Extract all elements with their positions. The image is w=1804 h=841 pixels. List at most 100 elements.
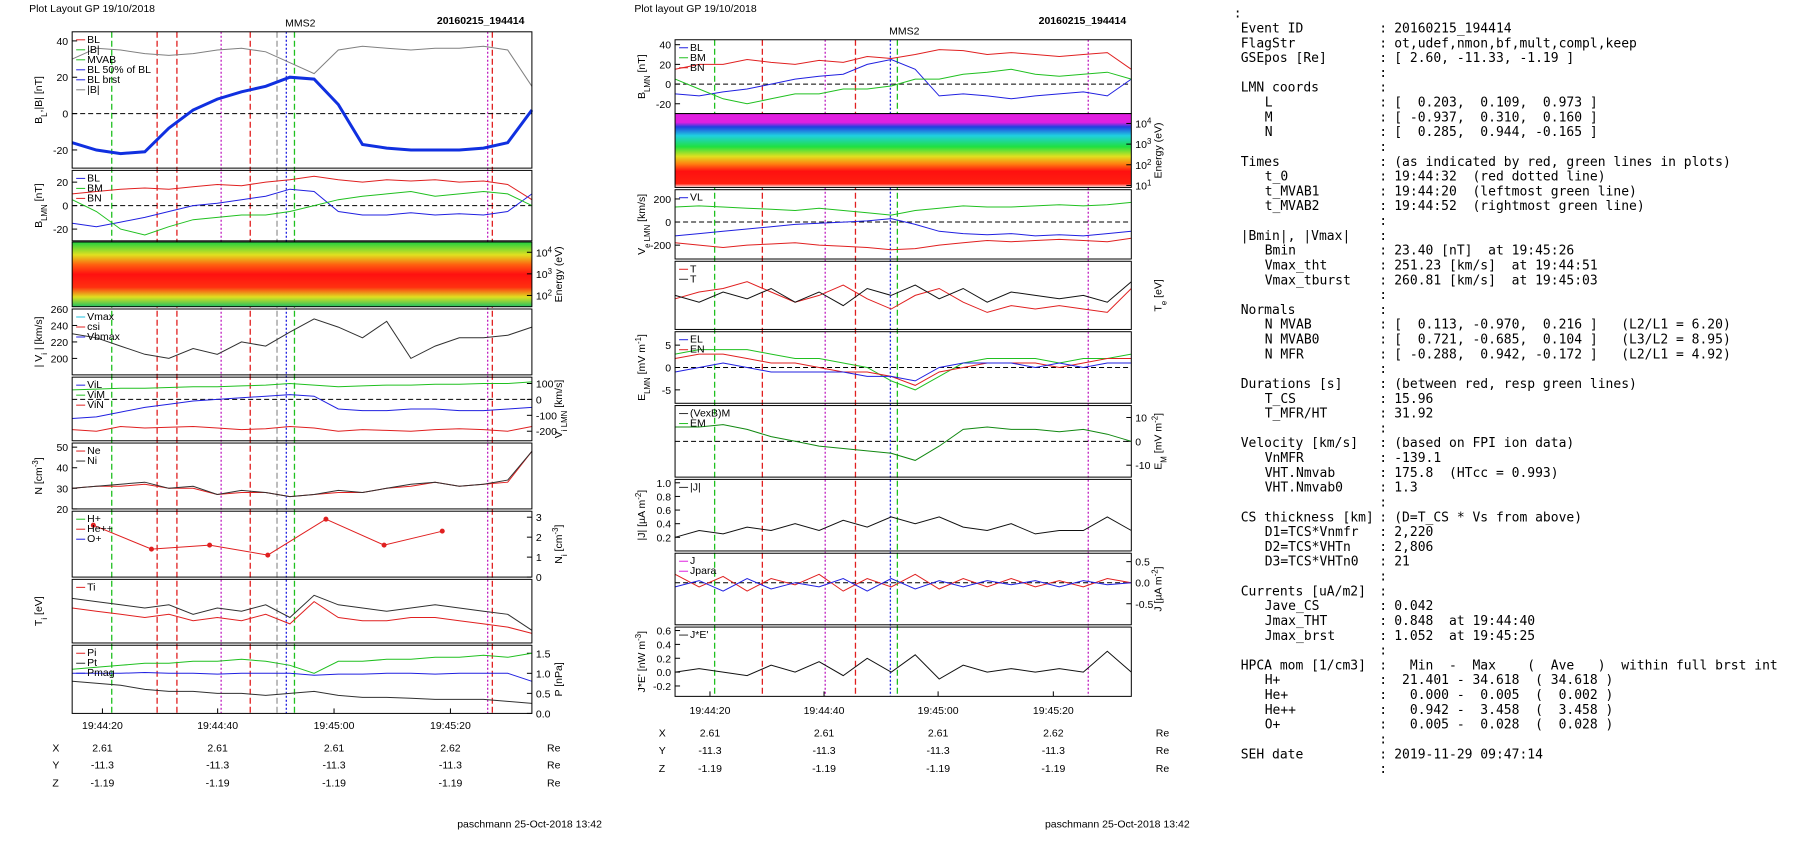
colon: :	[1379, 155, 1387, 170]
plot-footer: paschmann 25-Oct-2018 13:42	[457, 819, 602, 831]
colon: :	[1379, 333, 1387, 348]
spectrogram	[675, 113, 1132, 188]
panel-frame	[674, 626, 1132, 697]
colon: :	[1379, 525, 1387, 540]
series-line	[675, 353, 1132, 386]
legend-label: (VexB)M	[690, 408, 730, 420]
summary-row-value: 0.005 - 0.028 ( 0.028 )	[1394, 718, 1613, 733]
summary-row-key: FlagStr	[1241, 36, 1296, 51]
y-tick-label: 0.2	[656, 532, 671, 544]
superscript: 1	[1147, 178, 1151, 187]
text-part: [cm	[553, 534, 565, 554]
colon: :	[1379, 96, 1387, 111]
position-value: 2.61	[92, 742, 113, 754]
panel-frame	[71, 510, 533, 578]
summary-row-key: N	[1265, 125, 1273, 140]
legend-label: EN	[690, 344, 705, 356]
event-title: 20160215_194414	[437, 15, 525, 27]
y-tick-label: -5	[662, 385, 671, 397]
panel-frame	[71, 31, 533, 169]
text-part: [nT]	[33, 183, 45, 204]
summary-row-value: [ -0.937, 0.310, 0.160 ]	[1394, 110, 1598, 125]
text-part: J*E' [nW m	[636, 641, 648, 693]
colon: :	[1379, 347, 1387, 362]
legend-label: BL	[87, 172, 100, 184]
legend-label: O+	[87, 533, 101, 545]
series-line	[674, 516, 1132, 538]
legend-label: Ne	[87, 445, 101, 457]
summary-row-value: [ 0.721, -0.685, 0.104 ] (L3/L2 = 8.95)	[1394, 333, 1731, 348]
summary-row-key: Jmax_brst	[1265, 629, 1335, 644]
summary-row-key: D3=TCS*VHTn0	[1265, 555, 1359, 570]
summary-row-value: [ 0.203, 0.109, 0.973 ]	[1394, 96, 1598, 111]
colon: :	[1379, 288, 1387, 303]
y-axis-label: Vi LMN [km/s]	[553, 380, 569, 439]
legend-label: Vbmax	[87, 331, 120, 343]
summary-heading-key: CS thickness [km]	[1241, 510, 1374, 525]
summary-row-key: N MFR	[1265, 347, 1304, 362]
summary-row-key: N MVAB0	[1265, 333, 1320, 348]
text-part: E	[1152, 463, 1164, 470]
y-tick-label: 0.2	[656, 653, 671, 665]
subscript: LMN	[643, 75, 652, 92]
series-line	[72, 671, 533, 682]
colon: :	[1379, 673, 1387, 688]
summary-heading-value: (between red, resp green lines)	[1394, 377, 1637, 392]
text-part: [km/s]	[636, 194, 648, 225]
y-tick-label: -0.2	[653, 681, 671, 693]
y-tick-label: 0.6	[656, 505, 671, 517]
y-tick-label: 0.0	[536, 708, 551, 720]
subscript: LMN	[40, 204, 49, 221]
text-part: Energy (eV)	[553, 246, 565, 302]
summary-row-value: 20160215_194414	[1394, 21, 1512, 36]
position-value: -1.19	[926, 763, 950, 775]
y-tick-label: 40	[56, 463, 68, 475]
y-tick-label: 0	[536, 394, 542, 406]
x-tick-label: 19:45:00	[314, 720, 355, 732]
panel-frame	[674, 189, 1132, 260]
position-value: 2.61	[814, 728, 835, 740]
legend-label: Pt	[87, 657, 97, 669]
superscript: 2	[1147, 157, 1151, 166]
legend-label: BM	[690, 52, 706, 64]
position-unit: Re	[1156, 763, 1170, 775]
legend-label: Jpara	[690, 565, 716, 577]
legend-label: |B|	[87, 44, 99, 56]
legend-label: Ni	[87, 455, 97, 467]
superscript: 3	[548, 266, 553, 275]
colon: :	[1379, 732, 1387, 747]
summary-row-value: 175.8 (HTcc = 0.993)	[1394, 466, 1558, 481]
subscript: M	[1159, 456, 1168, 463]
colon: :	[1379, 377, 1387, 392]
series-line	[675, 349, 1132, 391]
text-part: 10	[1135, 160, 1147, 172]
summary-row-value: 15.96	[1394, 392, 1433, 407]
y-tick-label: 0.0	[656, 667, 671, 679]
y-tick-label: 104	[1135, 116, 1152, 131]
summary-heading-key: Currents [uA/m2]	[1241, 584, 1366, 599]
summary-row-value: 2,220	[1394, 525, 1433, 540]
summary-row-key: He++	[1265, 703, 1296, 718]
y-tick-label: 103	[1135, 137, 1152, 152]
legend-label: He++	[87, 523, 113, 535]
summary-heading-key: LMN coords	[1241, 81, 1319, 96]
text-part: 10	[1135, 180, 1147, 192]
position-value: -11.3	[698, 745, 721, 757]
text-part: 10	[536, 247, 548, 259]
legend-label: Pmag	[87, 667, 115, 679]
colon: :	[1379, 495, 1387, 510]
y-tick-label: -200	[650, 240, 671, 252]
legend-label: EL	[690, 334, 703, 346]
series-line	[72, 594, 533, 631]
y-tick-label: -100	[536, 410, 557, 422]
superscript: 4	[1147, 116, 1152, 125]
data-point	[90, 522, 96, 528]
position-value: 2.61	[700, 728, 721, 740]
summary-row-key: T_CS	[1265, 392, 1296, 407]
legend-label: Pi	[87, 647, 96, 659]
text-part: T	[1152, 305, 1164, 312]
y-tick-label: 104	[536, 245, 553, 260]
text-part: E	[636, 394, 648, 401]
legend-label: Ti	[87, 581, 95, 593]
